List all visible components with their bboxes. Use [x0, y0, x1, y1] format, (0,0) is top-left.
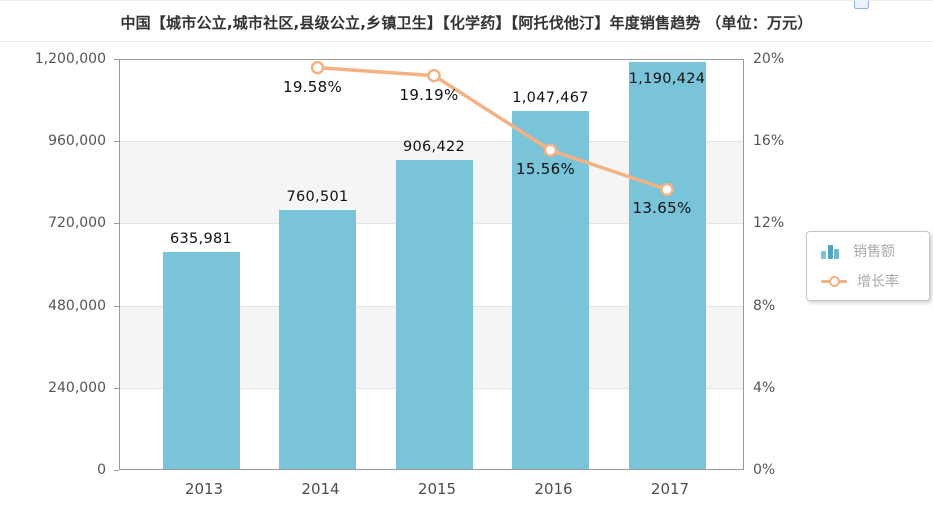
- left-axis-tick: [114, 59, 119, 60]
- left-axis-label: 480,000: [48, 297, 106, 314]
- bar-value-label: 760,501: [286, 188, 349, 205]
- left-axis-tick: [114, 387, 119, 389]
- growth-rate-label: 19.19%: [399, 85, 459, 104]
- x-axis-label-2014: 2014: [301, 480, 340, 498]
- bar-value-label: 906,422: [402, 138, 466, 155]
- plot-border: [119, 59, 744, 470]
- header-divider: [0, 41, 933, 42]
- gridline: [120, 141, 743, 143]
- line-series-icon: [821, 274, 847, 288]
- bar-value-label: 1,047,467: [512, 90, 589, 107]
- chart-title: 中国【城市公立,城市社区,县级公立,乡镇卫生】【化学药】【阿托伐他汀】年度销售趋…: [120, 14, 813, 32]
- bar-2017[interactable]: [628, 62, 706, 469]
- growth-rate-label: 13.65%: [632, 199, 692, 218]
- line-marker-2017[interactable]: [660, 182, 674, 197]
- bar-value-label: 1,190,424: [628, 71, 706, 88]
- x-axis-label-2013: 2013: [184, 480, 224, 498]
- growth-rate-polyline: [315, 65, 669, 192]
- bar-2015[interactable]: [395, 159, 473, 469]
- chart-legend: 销售额 增长率: [806, 231, 930, 301]
- growth-rate-label: 15.56%: [516, 160, 575, 179]
- left-axis-tick: [114, 305, 119, 307]
- bar-series-icon: [821, 243, 843, 259]
- line-marker-2016[interactable]: [543, 143, 558, 157]
- growth-rate-line: [310, 60, 674, 197]
- right-axis-label: 4%: [753, 379, 776, 396]
- line-marker-2014[interactable]: [310, 60, 325, 75]
- growth-rate-label: 19.58%: [283, 77, 342, 96]
- right-axis-label: 16%: [753, 133, 785, 150]
- left-axis-tick: [114, 470, 119, 471]
- left-axis-tick: [114, 223, 119, 225]
- bar-value-label: 635,981: [169, 231, 233, 248]
- legend-label-growth: 增长率: [857, 274, 899, 290]
- left-axis-label: 960,000: [48, 133, 106, 150]
- legend-label-sales: 销售额: [853, 244, 895, 260]
- right-axis-label: 20%: [753, 51, 785, 67]
- bar-2016[interactable]: [512, 111, 589, 469]
- left-axis-label: 1,200,000: [34, 51, 106, 67]
- right-axis-label: 8%: [753, 297, 776, 314]
- save-image-icon[interactable]: [854, 1, 869, 9]
- left-axis-label: 720,000: [48, 215, 106, 232]
- line-marker-2015[interactable]: [427, 68, 441, 83]
- x-axis-label-2017: 2017: [650, 480, 690, 498]
- right-axis-label: 0%: [753, 462, 776, 478]
- legend-item-sales[interactable]: 销售额: [821, 241, 929, 261]
- bar-2014[interactable]: [279, 209, 356, 469]
- x-axis-label-2015: 2015: [417, 480, 457, 498]
- left-axis-label: 0: [97, 462, 106, 478]
- left-axis-tick: [114, 141, 119, 143]
- legend-item-growth[interactable]: 增长率: [821, 271, 929, 291]
- bar-2013[interactable]: [162, 252, 240, 469]
- x-axis-label-2016: 2016: [534, 480, 573, 498]
- right-axis-label: 12%: [753, 215, 785, 232]
- left-axis-label: 240,000: [48, 379, 106, 396]
